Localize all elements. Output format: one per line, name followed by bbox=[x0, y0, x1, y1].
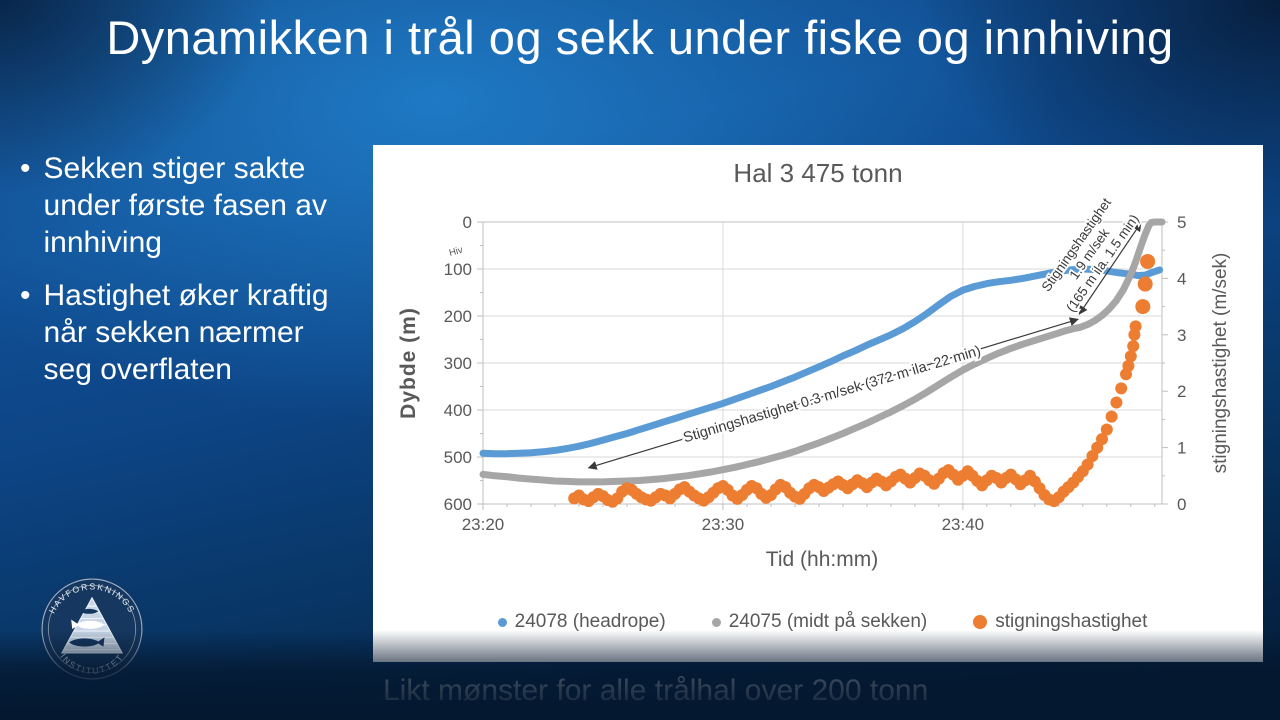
svg-text:23:20: 23:20 bbox=[462, 515, 505, 534]
right-axis-title: stigningshastighet (m/sek) bbox=[1210, 252, 1231, 474]
chart-panel: 0 100 200 300 400 500 600 0 1 2 3 4 5 23:20 23:30 23:40… bbox=[373, 145, 1263, 662]
bullet-marker: • bbox=[20, 279, 31, 312]
legend-item-sekken: 24075 (midt på sekken) bbox=[711, 611, 928, 633]
axis-tick-labels: 0 100 200 300 400 500 600 0 1 2 3 4 5 23:20 23:30 23:40 bbox=[444, 213, 1187, 534]
svg-text:0: 0 bbox=[1177, 495, 1186, 514]
svg-text:300: 300 bbox=[444, 354, 472, 373]
chart-title: Hal 3 475 tonn bbox=[733, 158, 903, 188]
depth-speed-chart: 0 100 200 300 400 500 600 0 1 2 3 4 5 23:20 23:30 23:40… bbox=[444, 193, 1187, 534]
svg-text:4: 4 bbox=[1177, 269, 1186, 288]
svg-text:23:40: 23:40 bbox=[942, 515, 985, 534]
x-axis-title: Tid (hh:mm) bbox=[765, 548, 879, 571]
svg-text:200: 200 bbox=[444, 307, 472, 326]
svg-text:23:30: 23:30 bbox=[702, 515, 745, 534]
svg-text:2: 2 bbox=[1177, 382, 1186, 401]
bullet-text: Hastighet øker kraftig når sekken nærmer… bbox=[43, 279, 329, 386]
slide-title: Dynamikken i trål og sekk under fiske og… bbox=[106, 11, 1174, 64]
legend-label-headrope: 24078 (headrope) bbox=[514, 611, 666, 632]
svg-text:3: 3 bbox=[1177, 326, 1186, 345]
svg-text:0: 0 bbox=[463, 213, 472, 232]
bullet-list: • Sekken stiger sakte under første fasen… bbox=[20, 150, 360, 404]
bottom-gradient-band bbox=[0, 630, 1280, 720]
bullet-marker: • bbox=[20, 152, 31, 185]
left-axis-title: Dybde (m) bbox=[397, 307, 420, 419]
legend-marker-headrope bbox=[497, 617, 507, 627]
legend-label-sekken: 24075 (midt på sekken) bbox=[728, 611, 928, 632]
bullet-item: • Hastighet øker kraftig når sekken nærm… bbox=[20, 277, 360, 388]
svg-text:400: 400 bbox=[444, 401, 472, 420]
svg-text:1: 1 bbox=[1177, 439, 1186, 458]
axis-ticks bbox=[477, 221, 1168, 510]
bullet-item: • Sekken stiger sakte under første fasen… bbox=[20, 150, 360, 261]
legend-marker-sekken bbox=[711, 617, 721, 627]
legend-item-headrope: 24078 (headrope) bbox=[497, 611, 666, 633]
legend-label-stigningshastighet: stigningshastighet bbox=[995, 611, 1148, 632]
chart-legend: 24078 (headrope) 24075 (midt på sekken) … bbox=[483, 611, 1162, 633]
series-stigningshastighet bbox=[568, 253, 1156, 508]
series-24078-headrope- bbox=[479, 265, 1164, 458]
svg-text:500: 500 bbox=[444, 448, 472, 467]
legend-marker-stigningshastighet bbox=[973, 615, 988, 629]
svg-text:5: 5 bbox=[1177, 213, 1186, 232]
svg-text:600: 600 bbox=[444, 495, 472, 514]
svg-text:100: 100 bbox=[444, 260, 472, 279]
hiv-annotation: Hiv bbox=[448, 245, 464, 259]
bullet-text: Sekken stiger sakte under første fasen a… bbox=[43, 152, 327, 259]
annotations: Stigningshastighet 0.3 m/sek (372 m ila.… bbox=[448, 193, 1144, 470]
legend-item-stigningshastighet: stigningshastighet bbox=[973, 611, 1147, 633]
